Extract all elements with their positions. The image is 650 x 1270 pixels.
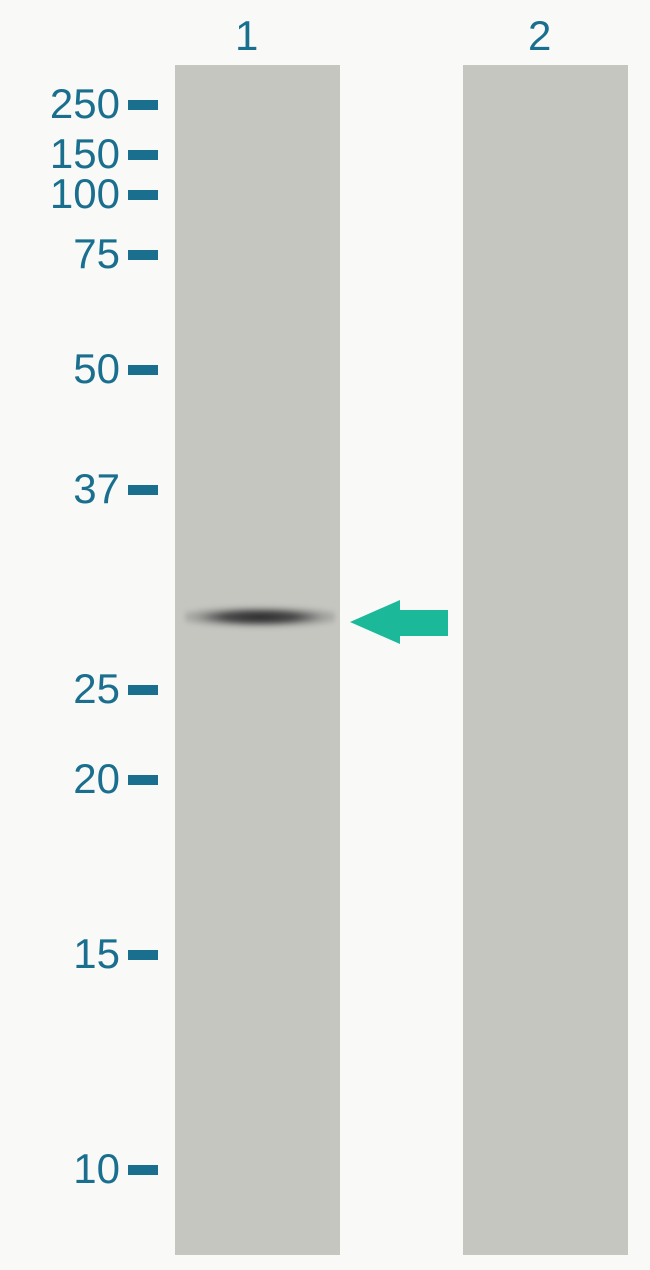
marker-tick (128, 685, 158, 695)
western-blot-figure: 1 2 25015010075503725201510 (0, 0, 650, 1270)
marker-label: 20 (20, 755, 120, 803)
marker-label: 75 (20, 230, 120, 278)
marker-label: 250 (20, 80, 120, 128)
lane-1 (175, 65, 340, 1255)
marker-tick (128, 150, 158, 160)
marker-tick (128, 100, 158, 110)
marker-tick (128, 190, 158, 200)
arrow-head-icon (350, 600, 400, 644)
marker-tick (128, 1165, 158, 1175)
lane-label-text: 2 (528, 12, 551, 59)
marker-tick (128, 775, 158, 785)
marker-tick (128, 485, 158, 495)
lane-2 (463, 65, 628, 1255)
protein-band-lane1 (185, 602, 335, 632)
marker-label: 100 (20, 170, 120, 218)
lane-label-text: 1 (235, 12, 258, 59)
lane-2-label: 2 (528, 12, 551, 60)
marker-label: 15 (20, 930, 120, 978)
marker-tick (128, 365, 158, 375)
marker-label: 25 (20, 665, 120, 713)
marker-label: 10 (20, 1145, 120, 1193)
marker-tick (128, 950, 158, 960)
marker-tick (128, 250, 158, 260)
arrow-tail (400, 610, 448, 636)
marker-label: 50 (20, 345, 120, 393)
lane-1-label: 1 (235, 12, 258, 60)
marker-label: 37 (20, 465, 120, 513)
